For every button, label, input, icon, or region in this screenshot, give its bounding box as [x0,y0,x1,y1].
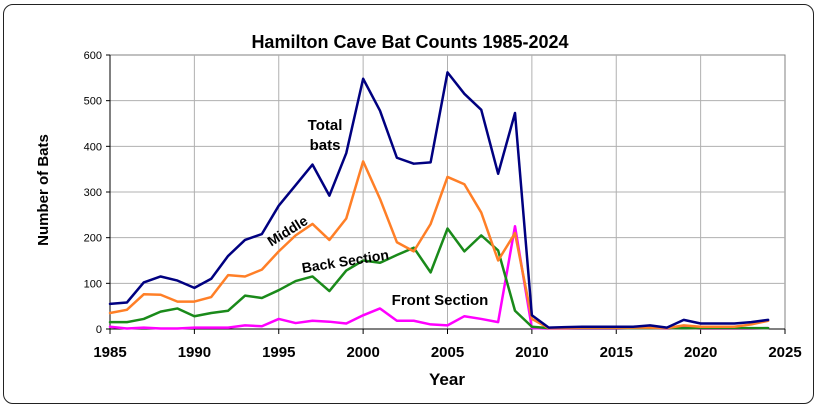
y-axis-label: Number of Bats [35,134,52,246]
x-tick-label: 1985 [93,344,126,361]
x-tick-label: 2000 [346,344,379,361]
y-tick-label: 0 [96,324,102,336]
series-line-middle [108,160,770,330]
x-tick-label: 1995 [262,344,295,361]
x-tick-label: 2025 [768,344,801,361]
y-tick-label: 500 [84,96,102,108]
annotation-front-section: Front Section [392,292,489,309]
y-tick-label: 300 [84,187,102,199]
annotation-total: Total [308,117,343,134]
annotation-bats: bats [310,137,341,154]
chart-title: Hamilton Cave Bat Counts 1985-2024 [251,32,568,52]
x-tick-label: 2020 [684,344,717,361]
x-axis-label: Year [429,370,465,389]
x-tick-label: 2015 [600,344,633,361]
axes: 1985 1990 1995 2000 2005 2010 2015 2020 2025 0 100… [84,50,802,361]
x-tick-label: 2010 [515,344,548,361]
x-tick-label: 2005 [431,344,464,361]
grid [109,54,786,330]
x-tick-label: 1990 [178,344,211,361]
y-tick-label: 100 [84,278,102,290]
y-tick-label: 400 [84,141,102,153]
y-tick-label: 200 [84,233,102,245]
series-line-total-bats [108,71,770,329]
y-tick-label: 600 [84,50,102,62]
series-lines [108,71,770,330]
